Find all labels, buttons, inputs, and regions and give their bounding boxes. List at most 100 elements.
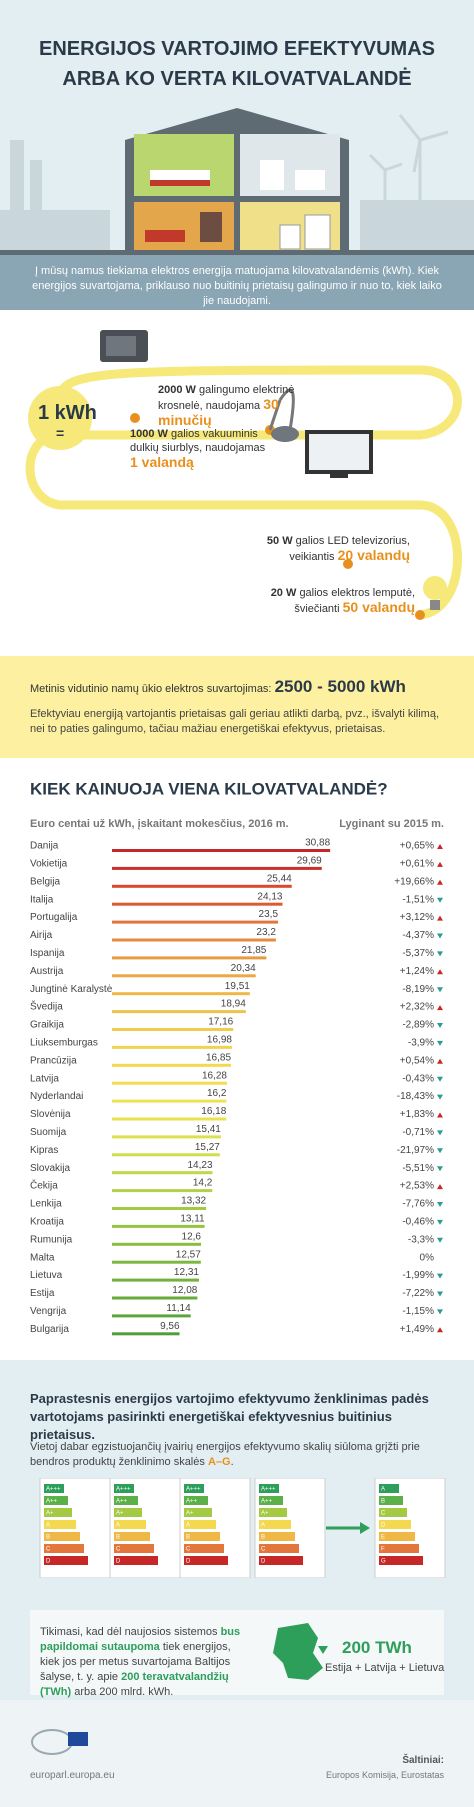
category-label: Belgija <box>30 876 60 887</box>
scale: A–G <box>207 1456 231 1468</box>
category-label: Kipras <box>30 1145 58 1156</box>
change-label: +0,61% <box>400 859 434 870</box>
up-arrow <box>437 915 443 921</box>
class-label: C <box>261 1547 266 1553</box>
title-line: ARBA KO VERTA KILOVATVALANDĖ <box>62 68 412 90</box>
bar <box>112 1171 213 1175</box>
down-arrow <box>437 1166 443 1172</box>
annual-label: Metinis vidutinio namų ūkio elektros suv… <box>30 683 272 695</box>
change-label: +3,12% <box>400 912 434 923</box>
desc: galingumo elektrinė krosnelė, naudojama <box>158 384 295 412</box>
up-arrow <box>437 861 443 867</box>
category-label: Latvija <box>30 1073 59 1084</box>
class-label: F <box>381 1547 385 1553</box>
bar <box>112 974 256 978</box>
category-label: Čekija <box>30 1179 58 1192</box>
power: 1000 W <box>130 428 168 440</box>
up-arrow <box>437 1058 443 1064</box>
class-bar <box>184 1532 220 1541</box>
value-label: 16,28 <box>202 1070 227 1081</box>
category-label: Italija <box>30 894 54 905</box>
bar <box>112 1135 221 1139</box>
kwh-item: 1000 W galios vakuuminis dulkių siurblys… <box>130 427 270 471</box>
bar <box>112 849 331 852</box>
footer-bg <box>0 1700 474 1807</box>
down-arrow <box>437 1291 443 1297</box>
category-label: Portugalija <box>30 912 78 923</box>
highlight: bus papildomai sutaupoma <box>40 1626 241 1653</box>
desc: galios vakuuminis dulkių siurblys, naudo… <box>130 428 266 454</box>
change-label: -1,51% <box>402 894 434 905</box>
class-bar <box>44 1544 84 1553</box>
duration: 20 valandų <box>337 547 410 563</box>
class-label: D <box>116 1559 121 1565</box>
bar <box>112 1278 199 1282</box>
bar <box>112 902 283 906</box>
change-label: -5,51% <box>402 1163 434 1174</box>
bar <box>112 1260 201 1264</box>
class-label: A <box>116 1523 120 1529</box>
class-bar <box>184 1556 228 1565</box>
value-label: 12,6 <box>182 1231 202 1242</box>
category-label: Austrija <box>30 966 64 977</box>
value-label: 30,88 <box>305 838 330 849</box>
down-arrow <box>437 1309 443 1315</box>
comparison-title: Lyginant su 2015 m. <box>339 818 444 830</box>
value-label: 13,32 <box>181 1196 206 1207</box>
category-label: Danija <box>30 841 59 852</box>
sources-title: Šaltiniai: <box>402 1755 444 1766</box>
bar <box>112 1296 198 1300</box>
value-label: 12,57 <box>176 1249 201 1260</box>
class-bar <box>379 1532 415 1541</box>
change-label: -2,89% <box>402 1020 434 1031</box>
class-label: D <box>46 1559 51 1565</box>
value-label: 11,14 <box>166 1303 191 1314</box>
value-label: 15,27 <box>195 1142 220 1153</box>
class-label: B <box>381 1499 385 1505</box>
bar <box>112 1099 227 1103</box>
class-bar <box>184 1520 216 1529</box>
value-label: 16,98 <box>207 1035 232 1046</box>
bar <box>112 1314 191 1318</box>
category-label: Ispanija <box>30 948 65 959</box>
bar <box>112 992 250 996</box>
category-label: Jungtinė Karalystė <box>30 984 113 995</box>
up-arrow <box>437 844 443 849</box>
change-label: -7,22% <box>402 1288 434 1299</box>
category-label: Nyderlandai <box>30 1091 83 1102</box>
class-label: A++ <box>116 1499 128 1505</box>
bar <box>112 920 279 924</box>
down-arrow <box>437 1076 443 1082</box>
class-bar <box>44 1496 68 1505</box>
up-arrow <box>437 1184 443 1190</box>
class-label: A+++ <box>46 1487 61 1493</box>
power: 20 W <box>270 587 297 599</box>
bar <box>112 1063 232 1067</box>
kwh-item: 20 W galios elektros lemputė, šviečianti… <box>270 586 415 616</box>
category-label: Bulgarija <box>30 1324 69 1335</box>
value-label: 9,56 <box>160 1321 180 1332</box>
desc: galios LED televizorius, veikiantis <box>289 535 410 563</box>
bar <box>112 938 276 942</box>
class-label: A <box>261 1523 265 1529</box>
bar <box>112 1081 228 1085</box>
class-bar <box>379 1484 399 1493</box>
up-arrow <box>437 1112 443 1118</box>
down-arrow <box>437 1273 443 1279</box>
down-arrow <box>437 933 443 939</box>
change-label: 0% <box>420 1252 435 1263</box>
power: 2000 W <box>158 384 196 396</box>
chart-title: KIEK KAINUOJA VIENA KILOVATVALANDĖ? <box>30 779 388 798</box>
change-label: -4,37% <box>402 930 434 941</box>
class-label: A+++ <box>186 1487 201 1493</box>
class-label: B <box>261 1535 265 1541</box>
class-bar <box>259 1544 299 1553</box>
annual-note: Efektyviau energiją vartojantis prietais… <box>30 708 440 735</box>
labeling-text: Vietoj dabar egzistuojančių įvairių ener… <box>30 1440 444 1470</box>
change-label: -18,43% <box>397 1091 434 1102</box>
class-bar <box>114 1556 158 1565</box>
title-line: ENERGIJOS VARTOJIMO EFEKTYVUMAS <box>39 38 435 60</box>
desc: galios elektros lemputė, šviečianti <box>294 587 415 615</box>
class-label: D <box>186 1559 191 1565</box>
